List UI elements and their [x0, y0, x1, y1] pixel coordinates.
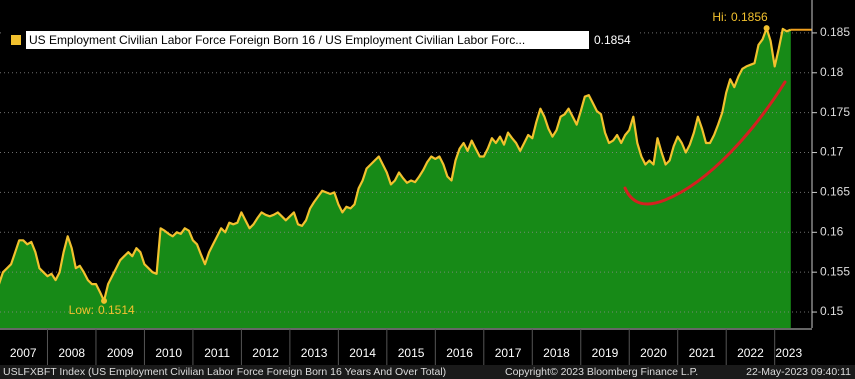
footer-copyright: Copyright© 2023 Bloomberg Finance L.P.: [505, 366, 698, 378]
x-tick-label: 2009: [107, 346, 134, 360]
legend-label-box: [26, 31, 589, 49]
x-tick-label: 2011: [204, 346, 230, 360]
x-tick-label: 2016: [446, 346, 473, 360]
x-tick-label: 2021: [689, 346, 716, 360]
legend-label: US Employment Civilian Labor Force Forei…: [29, 33, 525, 47]
area: [0, 28, 791, 328]
low-marker: [101, 297, 108, 304]
x-tick-label: 2010: [155, 346, 182, 360]
y-tick-label: 0.155: [820, 264, 850, 278]
low-value: 0.1514: [98, 303, 135, 317]
x-tick-label: 2022: [737, 346, 764, 360]
x-tick-label: 2017: [495, 346, 522, 360]
x-tick-label: 2012: [252, 346, 279, 360]
x-tick-label: 2018: [543, 346, 570, 360]
high-label: Hi:: [712, 10, 727, 24]
legend-value: 0.1854: [594, 33, 631, 47]
footer-ticker: USLFXBFT Index (US Employment Civilian L…: [3, 366, 446, 378]
x-tick-label: 2019: [592, 346, 619, 360]
x-tick-label: 2014: [349, 346, 376, 360]
footer-timestamp: 22-May-2023 09:40:11: [746, 366, 851, 378]
low-label: Low:: [69, 303, 94, 317]
plot-area: [0, 25, 812, 328]
legend: US Employment Civilian Labor Force Forei…: [4, 29, 640, 51]
footer-bar: [0, 365, 855, 379]
high-marker: [763, 25, 770, 32]
x-tick-label: 2008: [58, 346, 85, 360]
y-tick-label: 0.17: [820, 145, 844, 159]
trend-annotation: [623, 80, 787, 206]
y-tick-label: 0.185: [820, 25, 850, 39]
x-tick-label: 2007: [10, 346, 37, 360]
line: [0, 27, 792, 302]
high-value: 0.1856: [731, 10, 768, 24]
x-tick-label: 2013: [301, 346, 328, 360]
y-tick-label: 0.18: [820, 65, 844, 79]
y-tick-label: 0.15: [820, 304, 844, 318]
legend-swatch: [11, 35, 21, 45]
y-tick-label: 0.16: [820, 224, 844, 238]
y-tick-label: 0.165: [820, 185, 850, 199]
x-tick-label: 2023: [775, 346, 802, 360]
y-tick-label: 0.175: [820, 105, 850, 119]
x-tick-label: 2020: [640, 346, 667, 360]
x-tick-label: 2015: [398, 346, 425, 360]
